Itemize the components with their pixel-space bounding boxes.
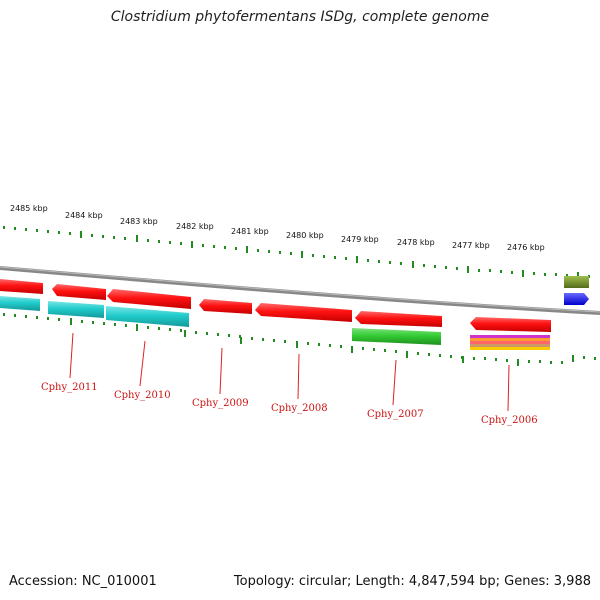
kbp-label: 2482 kbp [176, 222, 214, 231]
kbp-label: 2484 kbp [65, 211, 103, 220]
cds-arrow [255, 303, 352, 322]
gene-label: Cphy_2008 [271, 403, 328, 414]
kbp-label: 2478 kbp [397, 238, 435, 247]
gene-label: Cphy_2011 [41, 382, 98, 393]
accession-text: Accession: NC_010001 [9, 574, 157, 589]
feature-blue-arrow [564, 293, 589, 305]
cds-arrow [199, 299, 252, 314]
kbp-label: 2480 kbp [286, 231, 324, 240]
gene-label: Cphy_2006 [481, 415, 538, 426]
cds-arrow [355, 311, 442, 327]
cds-arrow [107, 289, 191, 309]
kbp-label: 2483 kbp [120, 217, 158, 226]
kbp-label: 2481 kbp [231, 227, 269, 236]
kbp-label: 2477 kbp [452, 241, 490, 250]
gene-label: Cphy_2009 [192, 398, 249, 409]
scale-ticks-lower [3, 313, 596, 366]
kbp-label: 2479 kbp [341, 235, 379, 244]
gene-label: Cphy_2007 [367, 409, 424, 420]
cds-arrow [52, 284, 106, 300]
genome-summary-text: Topology: circular; Length: 4,847,594 bp… [233, 574, 591, 589]
kbp-label: 2476 kbp [507, 243, 545, 252]
label-leaders [69, 332, 510, 412]
map-title: Clostridium phytofermentans ISDg, comple… [110, 9, 490, 25]
kbp-label: 2485 kbp [10, 204, 48, 213]
scale-ticks-upper [3, 226, 590, 279]
cds-arrow [470, 317, 551, 332]
cds-arrow [0, 279, 43, 294]
feature-olive [564, 276, 589, 288]
genome-backbone [0, 266, 600, 315]
cog-track [0, 296, 550, 350]
gene-label: Cphy_2010 [114, 390, 171, 401]
cds-track [0, 279, 551, 332]
